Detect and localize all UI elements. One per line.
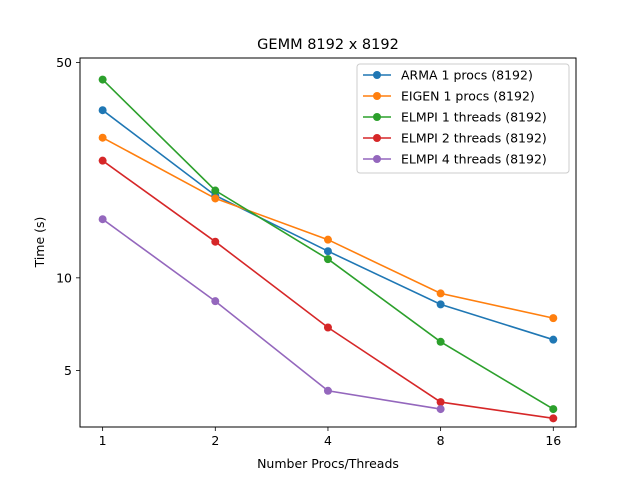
series-line-elmpi-4-threads-8192 [102, 218, 441, 410]
legend-item: ELMPI 1 threads (8192) [363, 110, 547, 125]
data-point [98, 156, 107, 165]
legend: ARMA 1 procs (8192) EIGEN 1 procs (8192) E… [356, 63, 570, 174]
data-point [549, 414, 558, 423]
y-tick-label: 10 [56, 270, 72, 285]
x-axis-label: Number Procs/Threads [257, 456, 399, 471]
y-axis-label: Time (s) [32, 217, 47, 269]
y-tick-label: 50 [56, 55, 72, 70]
data-point [211, 297, 220, 306]
data-point [323, 247, 332, 256]
data-point [436, 300, 445, 309]
data-point [98, 75, 107, 84]
y-axis: 5 10 50 [56, 55, 80, 378]
data-point [98, 215, 107, 224]
data-point [211, 194, 220, 203]
x-tick-label: 16 [545, 433, 561, 448]
chart-title: GEMM 8192 x 8192 [257, 37, 399, 53]
data-point [323, 235, 332, 244]
legend-marker [373, 92, 381, 100]
data-point [436, 289, 445, 298]
legend-item: ARMA 1 procs (8192) [363, 68, 533, 83]
legend-label: ELMPI 2 threads (8192) [401, 131, 547, 146]
legend-item: ELMPI 4 threads (8192) [363, 152, 547, 167]
data-point [549, 335, 558, 344]
data-point [98, 106, 107, 115]
series-points [98, 75, 558, 423]
data-point [323, 255, 332, 264]
data-point [549, 405, 558, 414]
data-point [436, 398, 445, 407]
x-tick-label: 8 [437, 433, 445, 448]
legend-item: ELMPI 2 threads (8192) [363, 131, 547, 146]
legend-label: EIGEN 1 procs (8192) [401, 89, 535, 104]
data-point [436, 405, 445, 414]
legend-label: ARMA 1 procs (8192) [401, 68, 533, 83]
data-point [436, 337, 445, 346]
x-axis: 1 2 4 8 16 [99, 427, 561, 448]
data-point [211, 186, 220, 195]
y-tick-label: 5 [64, 363, 72, 378]
legend-marker [373, 155, 381, 163]
legend-label: ELMPI 4 threads (8192) [401, 152, 547, 167]
x-tick-label: 1 [99, 433, 107, 448]
legend-marker [373, 71, 381, 79]
legend-box [356, 63, 570, 174]
data-point [211, 237, 220, 246]
legend-marker [373, 134, 381, 142]
data-point [549, 314, 558, 323]
data-point [323, 386, 332, 395]
legend-item: EIGEN 1 procs (8192) [363, 89, 535, 104]
x-tick-label: 4 [324, 433, 332, 448]
x-tick-label: 2 [211, 433, 219, 448]
legend-label: ELMPI 1 threads (8192) [401, 110, 547, 125]
legend-marker [373, 113, 381, 121]
data-point [323, 323, 332, 332]
data-point [98, 133, 107, 142]
